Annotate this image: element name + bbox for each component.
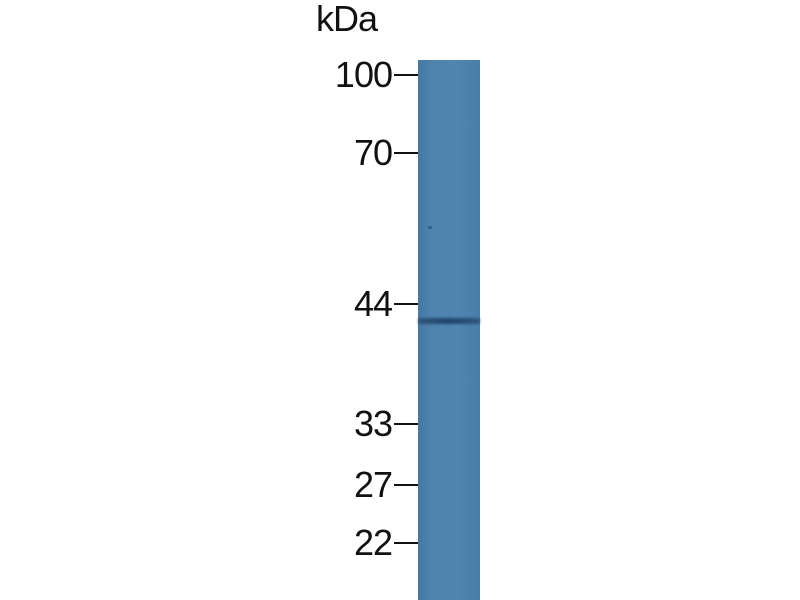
marker-33: 33	[300, 404, 418, 444]
blot-lane	[418, 60, 480, 600]
marker-tick	[394, 74, 418, 76]
marker-label: 70	[353, 132, 393, 173]
marker-44: 44	[300, 284, 418, 324]
marker-tick	[394, 423, 418, 425]
marker-label: 27	[353, 464, 393, 505]
marker-70: 70	[300, 133, 418, 173]
marker-tick	[394, 542, 418, 544]
marker-label: 33	[353, 403, 393, 444]
marker-tick	[394, 152, 418, 154]
speck	[428, 226, 432, 229]
marker-27: 27	[300, 465, 418, 505]
marker-22: 22	[300, 523, 418, 563]
marker-tick	[394, 303, 418, 305]
protein-band	[418, 318, 480, 324]
marker-label: 44	[353, 283, 393, 324]
marker-100: 100	[300, 55, 418, 95]
marker-tick	[394, 484, 418, 486]
marker-label: 22	[353, 522, 393, 563]
marker-label: 100	[334, 54, 393, 95]
unit-label: kDa	[316, 0, 378, 39]
